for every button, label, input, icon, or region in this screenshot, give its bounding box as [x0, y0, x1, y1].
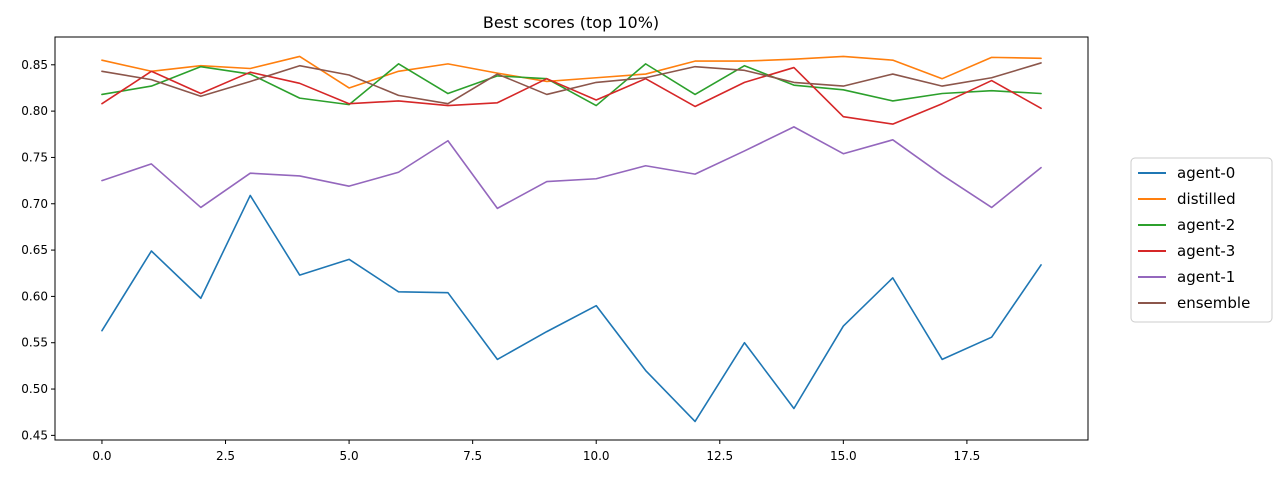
y-tick-label: 0.75	[21, 150, 48, 164]
x-tick-label: 15.0	[830, 449, 857, 463]
legend-label-agent-0: agent-0	[1177, 164, 1235, 182]
series-line-agent-3	[101, 66, 1042, 125]
y-tick-label: 0.85	[21, 58, 48, 72]
series-layer	[101, 55, 1042, 423]
legend-label-distilled: distilled	[1177, 190, 1236, 208]
legend-label-agent-1: agent-1	[1177, 268, 1235, 286]
y-tick-label: 0.70	[21, 197, 48, 211]
y-tick-label: 0.65	[21, 243, 48, 257]
legend-label-agent-3: agent-3	[1177, 242, 1235, 260]
x-tick-label: 12.5	[706, 449, 733, 463]
x-tick-label: 7.5	[463, 449, 482, 463]
series-line-agent-1	[101, 126, 1042, 210]
y-tick-label: 0.55	[21, 336, 48, 350]
x-tick-label: 0.0	[92, 449, 111, 463]
axes-layer: 0.0 2.5 5.0 7.5 10.0 12.5 15.0 17.5 0.45 0.50 0.55…	[21, 36, 1089, 463]
x-tick-label: 10.0	[583, 449, 610, 463]
legend: agent-0 distilled agent-2 agent-3 agent-1 ens…	[1130, 157, 1273, 323]
y-tick-label: 0.50	[21, 382, 48, 396]
series-line-agent-0	[101, 194, 1042, 423]
legend-label-ensemble: ensemble	[1177, 294, 1250, 312]
y-tick-label: 0.60	[21, 289, 48, 303]
legend-label-agent-2: agent-2	[1177, 216, 1235, 234]
x-tick-label: 5.0	[340, 449, 359, 463]
series-line-distilled	[101, 55, 1042, 89]
y-tick-label: 0.80	[21, 104, 48, 118]
y-tick-label: 0.45	[21, 428, 48, 442]
chart-title: Best scores (top 10%)	[483, 13, 659, 32]
x-tick-label: 2.5	[216, 449, 235, 463]
series-line-agent-2	[101, 63, 1042, 107]
x-tick-label: 17.5	[954, 449, 981, 463]
series-line-ensemble	[101, 62, 1042, 105]
legend-box	[1130, 157, 1273, 323]
plot-frame	[54, 36, 1089, 441]
